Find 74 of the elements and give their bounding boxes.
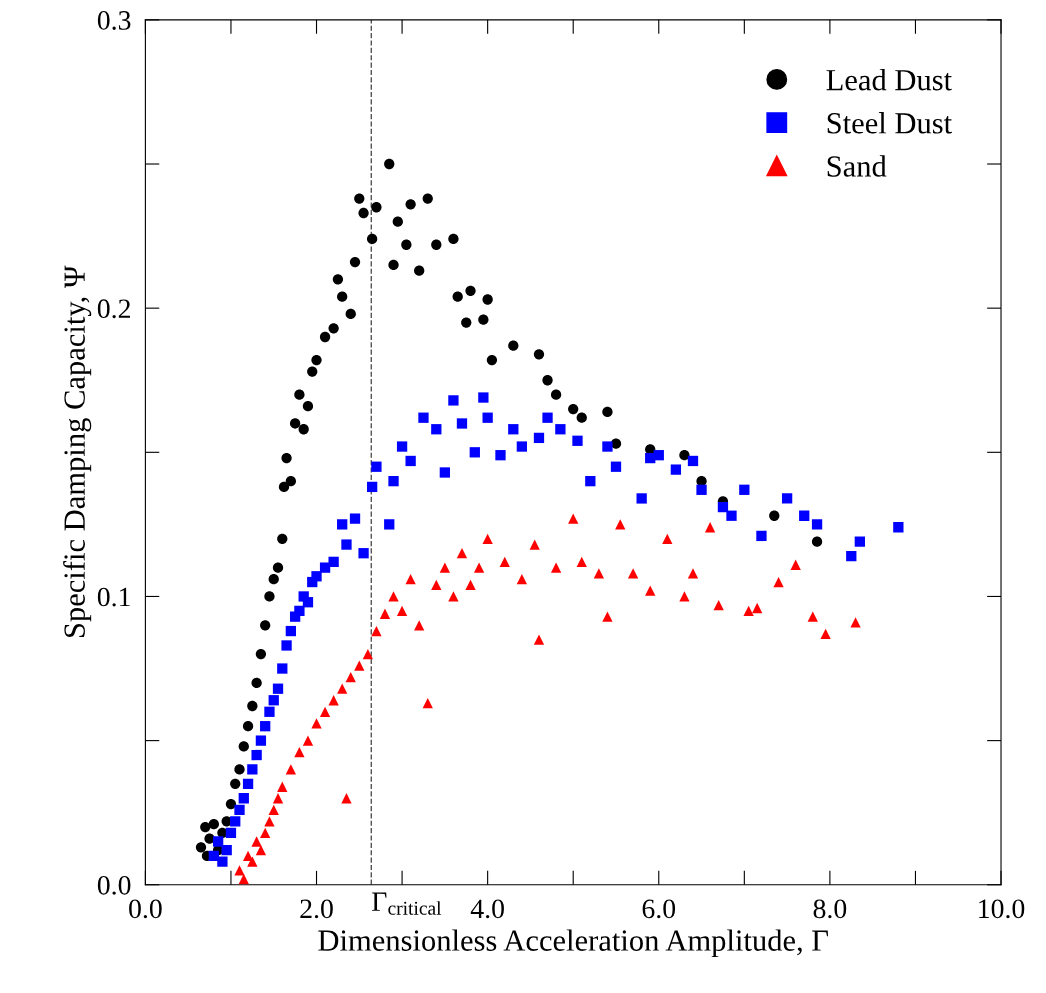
y-tick-label: 0.2 — [97, 299, 130, 319]
point — [272, 793, 284, 804]
point — [341, 793, 352, 804]
y-tick-label: 0.1 — [97, 587, 130, 607]
point — [743, 605, 754, 617]
point — [422, 697, 433, 709]
x-tick-label: 2.0 — [300, 899, 333, 919]
point — [247, 856, 258, 867]
point — [576, 556, 587, 568]
point — [277, 781, 288, 792]
legend-label: Lead Dust — [826, 68, 952, 91]
point — [602, 611, 613, 622]
point — [499, 556, 510, 568]
x-tick-label: 8.0 — [813, 899, 847, 919]
x-tick-label: 0.0 — [129, 899, 162, 919]
point — [328, 695, 339, 706]
x-axis-title: Dimensionless Acceleration Amplitude, Γ — [318, 929, 828, 958]
point — [550, 562, 562, 573]
x-tick-label: 4.0 — [470, 899, 504, 919]
point — [311, 718, 322, 729]
ref-line-label: Γ$_{critical}$ — [372, 892, 442, 915]
point — [807, 611, 818, 622]
point — [337, 683, 348, 694]
point — [704, 522, 716, 533]
point — [568, 513, 579, 524]
point — [713, 599, 724, 611]
y-tick-label: 0.0 — [97, 875, 131, 895]
point — [645, 585, 656, 596]
point — [354, 660, 365, 671]
point — [482, 533, 493, 544]
point — [820, 628, 831, 640]
point — [388, 591, 399, 602]
point — [773, 576, 784, 588]
point — [362, 648, 374, 660]
point — [264, 816, 275, 827]
point — [529, 539, 540, 550]
point — [379, 608, 391, 619]
point — [473, 562, 485, 573]
point — [662, 533, 673, 544]
point — [593, 568, 605, 579]
point — [234, 865, 245, 876]
point — [260, 827, 271, 839]
point — [790, 559, 801, 570]
point — [465, 579, 476, 591]
point — [294, 746, 305, 758]
point — [268, 804, 279, 815]
point — [319, 706, 331, 717]
point — [238, 873, 249, 885]
point — [516, 574, 528, 585]
point — [627, 568, 639, 579]
point — [533, 634, 545, 645]
point — [396, 605, 408, 617]
point — [687, 568, 699, 579]
point — [371, 625, 382, 637]
y-axis-title: Specific Damping Capacity, Ψ — [63, 265, 92, 638]
legend-label: Steel Dust — [827, 112, 952, 134]
point — [302, 735, 314, 746]
point — [850, 617, 861, 628]
point — [431, 579, 442, 591]
point — [679, 591, 690, 602]
point — [255, 845, 267, 856]
legend-label: Sand — [827, 155, 887, 177]
x-tick-label: 10.0 — [979, 899, 1025, 919]
x-tick-label: 6.0 — [642, 899, 676, 919]
y-tick-label: 0.3 — [97, 11, 131, 30]
point — [752, 602, 763, 614]
point — [414, 620, 425, 631]
point — [456, 548, 468, 559]
point — [439, 562, 451, 573]
point — [405, 574, 416, 585]
point — [251, 836, 262, 847]
point — [448, 591, 459, 602]
point — [285, 764, 296, 775]
point — [615, 519, 626, 530]
